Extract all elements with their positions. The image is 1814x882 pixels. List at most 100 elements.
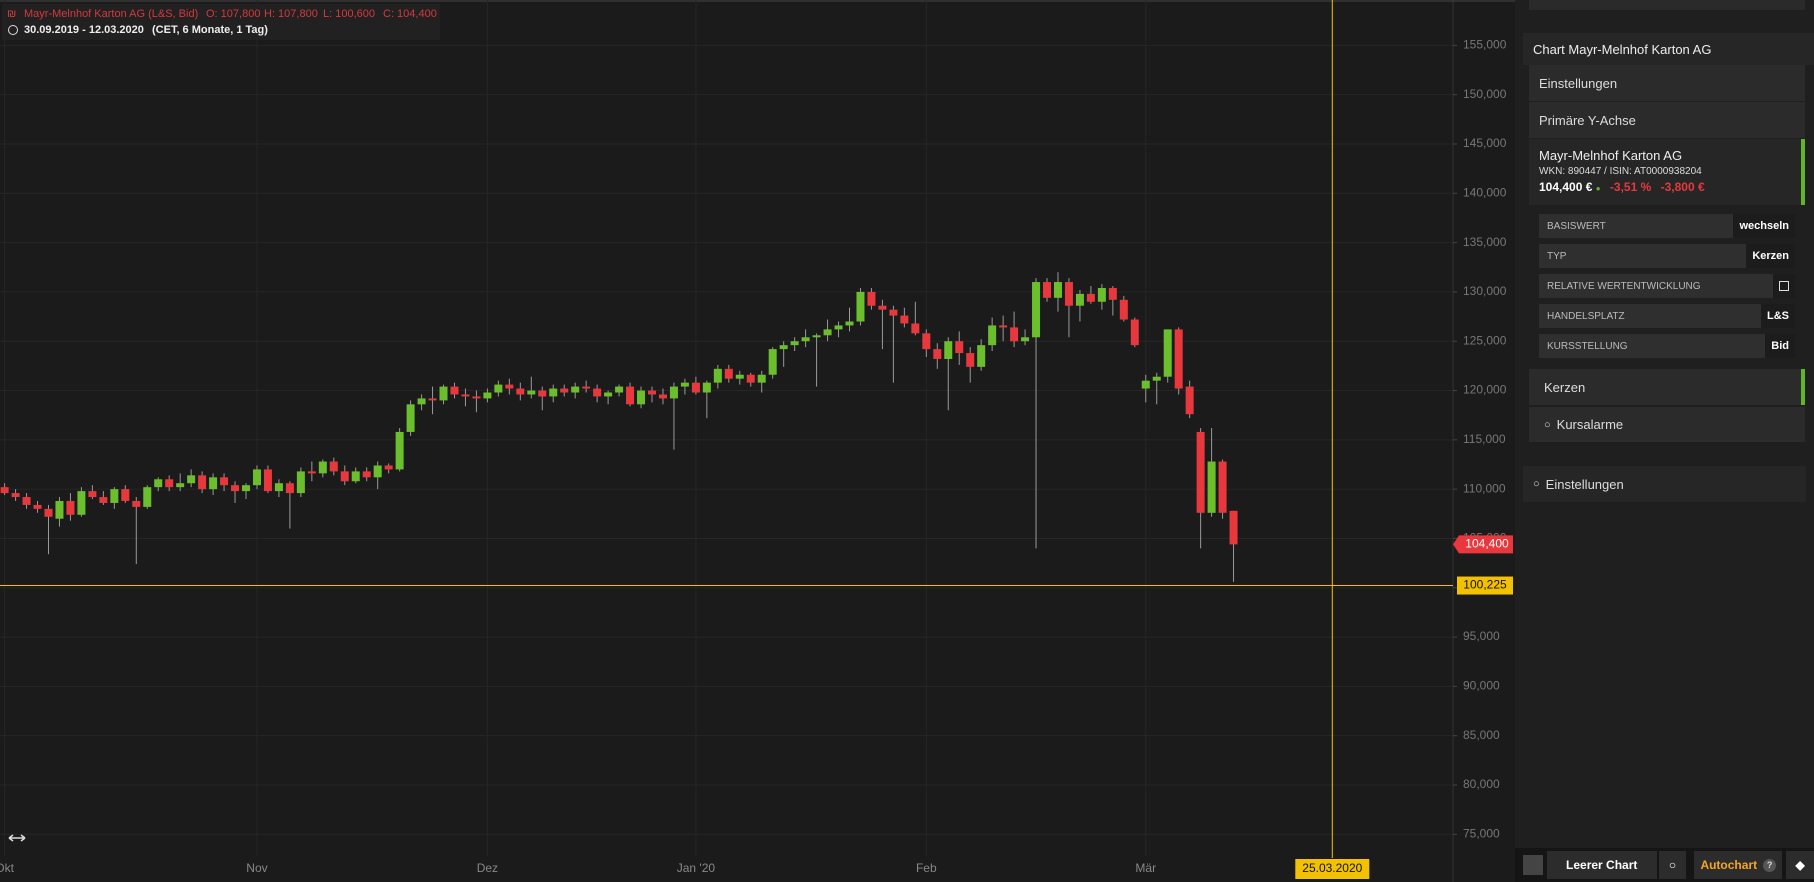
- candle-body: [615, 386, 624, 393]
- instrument-ids: WKN: 890447 / ISIN: AT0000938204: [1539, 166, 1702, 177]
- header-title: Mayr-Melnhof Karton AG (L&S, Bid): [24, 8, 198, 20]
- instrument-card[interactable]: Mayr-Melnhof Karton AG WKN: 890447 / ISI…: [1529, 139, 1805, 205]
- setting-label: HANDELSPLATZ: [1547, 310, 1625, 322]
- candle-body: [1075, 293, 1084, 306]
- candle-body: [1108, 287, 1117, 300]
- candle-body: [285, 483, 294, 494]
- clock-icon: [8, 25, 18, 35]
- candle-body: [900, 315, 909, 324]
- collapsed-item[interactable]: [1529, 0, 1805, 10]
- setting-value[interactable]: wechseln: [1733, 214, 1795, 238]
- y-tick-label: 125,000: [1463, 333, 1507, 347]
- candle-body: [154, 479, 163, 488]
- candle-body: [0, 487, 9, 494]
- header-period: 30.09.2019 - 12.03.2020: [24, 24, 144, 36]
- candle-body: [999, 325, 1008, 328]
- footer: Leerer Chart ○ Autochart? ◆: [1515, 848, 1814, 882]
- setting-checkbox[interactable]: [1773, 274, 1795, 298]
- candle-body: [1043, 282, 1052, 298]
- candle-body: [669, 386, 678, 399]
- candle-body: [1119, 299, 1128, 320]
- y-tick-label: 85,000: [1463, 728, 1500, 742]
- candle-body: [1097, 287, 1106, 302]
- crosshair-x-label: 25.03.2020: [1302, 861, 1362, 875]
- gear-icon: ○: [1533, 478, 1540, 490]
- setting-row[interactable]: KURSSTELLUNG Bid: [1539, 334, 1795, 358]
- candle-body: [790, 341, 799, 346]
- candle-body: [351, 471, 360, 482]
- chart-background: [0, 0, 1515, 882]
- x-tick-label: Nov: [246, 861, 267, 875]
- checkbox-box[interactable]: [1779, 281, 1789, 291]
- y-tick-label: 115,000: [1463, 432, 1506, 446]
- alarms-item[interactable]: ○ Kursalarme: [1529, 407, 1805, 442]
- setting-row[interactable]: TYP Kerzen: [1539, 244, 1795, 268]
- settings2-item[interactable]: ○ Einstellungen: [1523, 466, 1806, 502]
- candle-body: [384, 465, 393, 470]
- y-tick-label: 145,000: [1463, 136, 1507, 150]
- candle-body: [746, 374, 755, 383]
- candles-item[interactable]: Kerzen: [1529, 369, 1805, 405]
- candle-body: [307, 471, 316, 474]
- y-tick-label: 155,000: [1463, 38, 1507, 52]
- header-subtitle: (CET, 6 Monate, 1 Tag): [152, 24, 268, 36]
- candle-body: [856, 291, 865, 322]
- candle-body: [845, 321, 854, 326]
- candle-body: [549, 388, 558, 397]
- candle-body: [1130, 319, 1139, 346]
- candle-body: [911, 323, 920, 334]
- autochart-button[interactable]: Autochart?: [1694, 851, 1783, 879]
- setting-value[interactable]: L&S: [1761, 304, 1795, 328]
- setting-value[interactable]: Kerzen: [1746, 244, 1795, 268]
- y-tick-label: 130,000: [1463, 284, 1507, 298]
- candle-body: [77, 491, 86, 515]
- candle-body: [768, 349, 777, 375]
- axis-item[interactable]: Primäre Y-Achse: [1529, 102, 1805, 138]
- y-tick-label: 90,000: [1463, 679, 1500, 693]
- setting-row[interactable]: RELATIVE WERTENTWICKLUNG: [1539, 274, 1795, 298]
- candle-body: [691, 382, 700, 393]
- candle-body: [702, 382, 711, 393]
- setting-row[interactable]: HANDELSPLATZ L&S: [1539, 304, 1795, 328]
- y-tick-label: 120,000: [1463, 383, 1507, 397]
- setting-row[interactable]: BASISWERT wechseln: [1539, 214, 1795, 238]
- candle-body: [735, 374, 744, 379]
- tag-button[interactable]: ◆: [1786, 851, 1814, 879]
- candle-body: [220, 477, 229, 486]
- candle-body: [1086, 293, 1095, 302]
- settings-item[interactable]: Einstellungen: [1529, 65, 1805, 101]
- sidebar: Chart Mayr-Melnhof Karton AG Einstellung…: [1515, 0, 1814, 882]
- candle-body: [329, 461, 338, 472]
- candle-body: [527, 390, 536, 395]
- candle-body: [44, 508, 53, 517]
- candle-body: [538, 390, 547, 397]
- x-tick-label: Dez: [477, 861, 498, 875]
- candle-body: [1174, 329, 1183, 389]
- crosshair-y-label: 100,225: [1463, 578, 1507, 592]
- help-icon[interactable]: ?: [1763, 858, 1777, 872]
- empty-chart-button[interactable]: Leerer Chart: [1546, 851, 1657, 879]
- settings2-label: Einstellungen: [1545, 476, 1624, 492]
- candle-body: [187, 475, 196, 484]
- setting-label: RELATIVE WERTENTWICKLUNG: [1547, 280, 1701, 292]
- y-tick-label: 150,000: [1463, 87, 1507, 101]
- candle-body: [417, 398, 426, 405]
- candle-body: [944, 341, 953, 359]
- y-tick-label: 80,000: [1463, 777, 1500, 791]
- calc-icon[interactable]: [1523, 855, 1543, 875]
- candle-body: [110, 489, 119, 503]
- setting-label: BASISWERT: [1547, 220, 1606, 232]
- candle-body: [680, 382, 689, 387]
- pan-icon[interactable]: [8, 834, 26, 842]
- candle-body: [966, 353, 975, 367]
- candle-body: [99, 497, 108, 503]
- candle-body: [439, 386, 448, 401]
- candle-body: [33, 504, 42, 509]
- candle-body: [263, 469, 272, 492]
- settings-button[interactable]: ○: [1658, 851, 1687, 879]
- candle-body: [823, 329, 832, 336]
- setting-value[interactable]: Bid: [1765, 334, 1795, 358]
- candle-body: [274, 483, 283, 492]
- setting-label: TYP: [1547, 250, 1567, 262]
